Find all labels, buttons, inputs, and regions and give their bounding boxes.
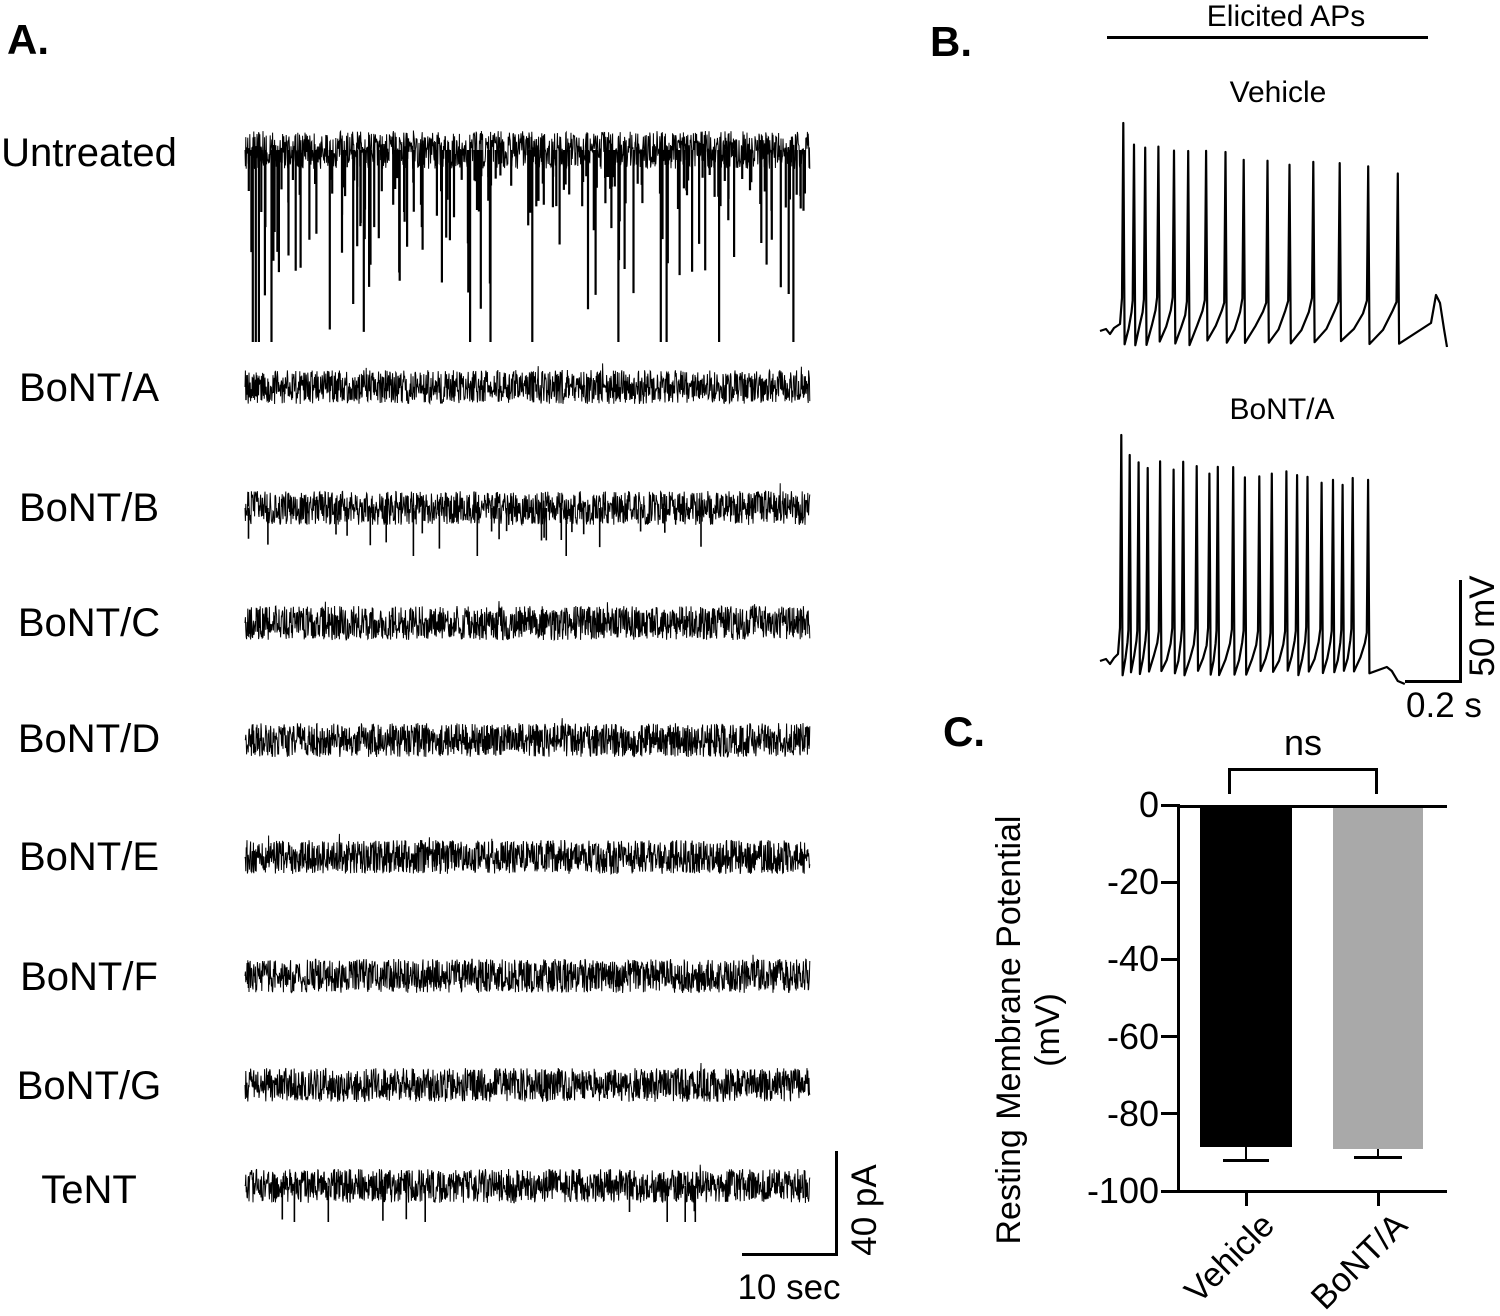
y-tick-label: -40: [1106, 938, 1159, 980]
trace-label-bont-b: BoNT/B: [18, 486, 160, 530]
y-tick-label: 0: [1138, 784, 1159, 825]
significance-bracket: [1228, 768, 1378, 794]
panel-b-title: Elicited APs: [1206, 0, 1366, 33]
bar-bont-a: [1333, 805, 1423, 1149]
trace-label-bont-d: BoNT/D: [17, 717, 161, 761]
panel-b-title-underline: [1107, 36, 1428, 39]
trace-label-bont-g: BoNT/G: [16, 1064, 162, 1108]
trace-label-bont-e: BoNT/E: [18, 835, 160, 879]
x-axis-tick: [1376, 1193, 1380, 1206]
trace-label-bont-a: BoNT/A: [18, 366, 160, 410]
trace-label-untreated: Untreated: [1, 131, 177, 175]
y-axis-tick: [1161, 880, 1177, 884]
y-axis-tick: [1161, 803, 1177, 807]
mepsc-trace-bont-e: [244, 833, 811, 875]
panel-c-label: C.: [943, 708, 985, 755]
elicited-ap-trace-vehicle: [1099, 121, 1449, 348]
y-axis-tick: [1161, 1189, 1177, 1193]
panel-a-label: A.: [7, 16, 49, 63]
error-bar-whisker: [1377, 1148, 1379, 1157]
mepsc-trace-bont-c: [244, 601, 811, 642]
panel-b-trace-label-vehicle: Vehicle: [1229, 76, 1327, 109]
trace-label-tent: TeNT: [41, 1168, 137, 1212]
panel-a-scalebar: [742, 1151, 838, 1256]
x-axis-tick: [1244, 1193, 1248, 1206]
mepsc-trace-bont-d: [244, 718, 811, 758]
y-axis-line: [1177, 804, 1180, 1192]
panel-a-scalebar-horizontal-label: 10 sec: [737, 1268, 841, 1307]
mepsc-trace-bont-g: [244, 1062, 811, 1103]
trace-label-bont-c: BoNT/C: [17, 601, 161, 645]
zero-baseline: [1177, 805, 1447, 808]
y-tick-label: -20: [1106, 861, 1159, 903]
x-axis-line: [1177, 1190, 1447, 1193]
significance-annotation: ns: [1283, 722, 1323, 763]
mepsc-trace-bont-f: [244, 954, 811, 994]
panel-b-trace-label-bonta: BoNT/A: [1229, 393, 1335, 426]
error-bar-cap: [1354, 1155, 1402, 1159]
trace-label-bont-f: BoNT/F: [20, 955, 158, 999]
error-bar-cap: [1223, 1158, 1269, 1162]
panel-b-scalebar-vertical-label: 50 mV: [1463, 575, 1500, 677]
bar-vehicle: [1200, 805, 1292, 1147]
mepsc-trace-bont-a: [244, 363, 811, 406]
y-tick-label: -100: [1086, 1170, 1159, 1211]
error-bar-whisker: [1245, 1146, 1247, 1161]
y-axis-tick: [1161, 957, 1177, 961]
y-tick-label: -60: [1106, 1015, 1159, 1057]
x-category-label-vehicle: Vehicle: [1177, 1206, 1282, 1311]
mepsc-trace-tent: [244, 1164, 811, 1222]
panel-b-scalebar-horizontal-label: 0.2 s: [1406, 686, 1482, 725]
y-tick-label: -80: [1106, 1092, 1159, 1134]
mepsc-trace-untreated: [244, 129, 811, 342]
y-axis-tick: [1161, 1035, 1177, 1039]
panel-b-scalebar: [1405, 580, 1462, 683]
panel-b-label: B.: [930, 18, 972, 65]
y-axis-tick: [1161, 1112, 1177, 1116]
mepsc-trace-bont-b: [244, 483, 811, 556]
panel-a-scalebar-vertical-label: 40 pA: [845, 1164, 884, 1256]
elicited-ap-trace-bonta: [1099, 433, 1406, 686]
